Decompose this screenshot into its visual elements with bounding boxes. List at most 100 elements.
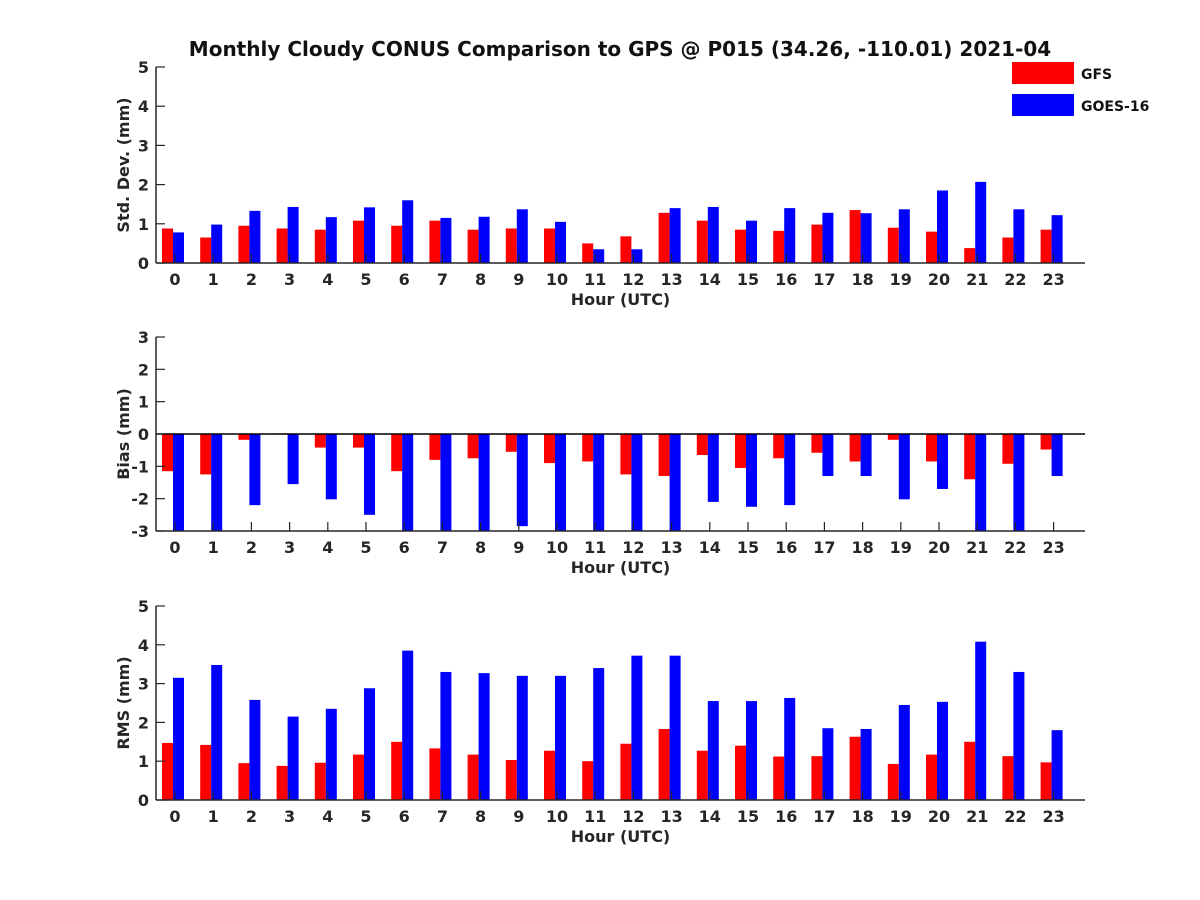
bias-bar-goes16-16 bbox=[784, 434, 796, 506]
rms-bar-gfs-0 bbox=[162, 742, 173, 800]
bias-bar-gfs-22 bbox=[1002, 434, 1014, 464]
bias-x-tick-label: 16 bbox=[775, 538, 797, 557]
stddev-x-tick-label: 10 bbox=[546, 270, 568, 289]
rms-bar-gfs-1 bbox=[200, 744, 212, 800]
bias-bar-gfs-15 bbox=[735, 434, 746, 468]
stddev-bar-goes16-9 bbox=[516, 209, 528, 263]
bias-bar-gfs-16 bbox=[773, 434, 785, 459]
bias-y-tick-label: 3 bbox=[138, 328, 149, 347]
rms-x-axis-label: Hour (UTC) bbox=[571, 827, 671, 846]
bias-bar-gfs-17 bbox=[811, 434, 823, 453]
bias-x-tick-label: 7 bbox=[437, 538, 448, 557]
stddev-x-tick-label: 1 bbox=[208, 270, 219, 289]
bias-bar-gfs-23 bbox=[1040, 434, 1052, 450]
stddev-y-tick-label: 3 bbox=[138, 136, 149, 155]
rms-bar-goes16-21 bbox=[975, 641, 987, 800]
bias-y-tick-label: 2 bbox=[138, 360, 149, 379]
stddev-bar-goes16-12 bbox=[631, 249, 643, 263]
rms-x-tick-label: 11 bbox=[584, 807, 606, 826]
bias-bar-gfs-21 bbox=[964, 434, 976, 480]
bias-bar-gfs-18 bbox=[849, 434, 861, 462]
stddev-x-tick-label: 8 bbox=[475, 270, 486, 289]
bias-x-tick-label: 5 bbox=[360, 538, 371, 557]
bias-bar-goes16-10 bbox=[555, 434, 566, 531]
rms-bar-gfs-17 bbox=[811, 756, 823, 800]
rms-bar-gfs-21 bbox=[964, 741, 976, 800]
rms-bar-goes16-1 bbox=[211, 664, 223, 800]
rms-x-tick-label: 16 bbox=[775, 807, 797, 826]
stddev-bar-goes16-23 bbox=[1051, 215, 1063, 263]
rms-y-tick-label: 4 bbox=[138, 636, 149, 655]
stddev-bar-gfs-3 bbox=[276, 228, 288, 263]
stddev-bar-goes16-0 bbox=[173, 232, 184, 263]
bias-bar-goes16-7 bbox=[440, 434, 452, 531]
rms-x-tick-label: 2 bbox=[246, 807, 257, 826]
bias-x-tick-label: 14 bbox=[699, 538, 721, 557]
stddev-x-tick-label: 0 bbox=[169, 270, 180, 289]
bias-bar-goes16-15 bbox=[746, 434, 757, 507]
bias-x-tick-label: 13 bbox=[660, 538, 682, 557]
stddev-bar-gfs-5 bbox=[353, 220, 364, 263]
rms-y-tick-label: 2 bbox=[138, 713, 149, 732]
bias-bar-gfs-10 bbox=[544, 434, 555, 464]
rms-bar-goes16-12 bbox=[631, 655, 643, 800]
stddev-bar-gfs-4 bbox=[314, 229, 326, 263]
stddev-x-tick-label: 5 bbox=[360, 270, 371, 289]
rms-bar-goes16-3 bbox=[287, 716, 299, 800]
stddev-y-tick-label: 2 bbox=[138, 176, 149, 195]
rms-bar-gfs-3 bbox=[276, 765, 288, 800]
bias-bar-goes16-2 bbox=[249, 434, 261, 506]
rms-x-tick-label: 13 bbox=[660, 807, 682, 826]
bias-bar-gfs-1 bbox=[200, 434, 212, 475]
legend-label-goes16: GOES-16 bbox=[1081, 99, 1149, 115]
rms-x-tick-label: 15 bbox=[737, 807, 759, 826]
stddev-y-tick-label: 1 bbox=[138, 215, 149, 234]
bias-bar-goes16-18 bbox=[860, 434, 872, 477]
stddev-y-axis-label: Std. Dev. (mm) bbox=[114, 97, 133, 232]
bias-bar-goes16-21 bbox=[975, 434, 987, 531]
bias-x-tick-label: 6 bbox=[399, 538, 410, 557]
stddev-bar-gfs-6 bbox=[391, 225, 403, 263]
rms-bar-goes16-2 bbox=[249, 699, 261, 800]
stddev-bar-gfs-2 bbox=[238, 225, 250, 263]
legend: GFS GOES-16 bbox=[1012, 62, 1149, 116]
stddev-bar-gfs-7 bbox=[429, 220, 441, 263]
stddev-bar-gfs-19 bbox=[887, 227, 899, 263]
rms-bar-goes16-0 bbox=[173, 677, 184, 800]
rms-x-tick-label: 23 bbox=[1042, 807, 1064, 826]
bias-x-tick-label: 4 bbox=[322, 538, 333, 557]
bias-bar-goes16-0 bbox=[173, 434, 184, 531]
rms-x-tick-label: 18 bbox=[851, 807, 873, 826]
bias-bar-gfs-11 bbox=[582, 434, 594, 462]
rms-y-axis-label: RMS (mm) bbox=[114, 656, 133, 749]
rms-bar-goes16-23 bbox=[1051, 730, 1063, 800]
stddev-bar-goes16-5 bbox=[364, 207, 375, 263]
stddev-x-tick-label: 18 bbox=[851, 270, 873, 289]
rms-bar-gfs-18 bbox=[849, 736, 861, 800]
rms-x-tick-label: 1 bbox=[208, 807, 219, 826]
bias-bar-goes16-9 bbox=[516, 434, 528, 527]
rms-x-tick-label: 10 bbox=[546, 807, 568, 826]
rms-bar-goes16-8 bbox=[478, 673, 490, 800]
bias-bar-goes16-12 bbox=[631, 434, 643, 531]
stddev-bar-goes16-3 bbox=[287, 206, 299, 263]
stddev-y-tick-label: 0 bbox=[138, 254, 149, 273]
rms-bar-gfs-2 bbox=[238, 763, 250, 800]
rms-x-tick-label: 3 bbox=[284, 807, 295, 826]
bias-bar-gfs-19 bbox=[887, 434, 899, 440]
stddev-bar-goes16-7 bbox=[440, 217, 452, 263]
rms-bar-goes16-6 bbox=[402, 650, 414, 800]
stddev-bar-goes16-1 bbox=[211, 224, 223, 263]
rms-bar-goes16-16 bbox=[784, 697, 796, 800]
rms-x-tick-label: 20 bbox=[928, 807, 950, 826]
bias-y-tick-label: -3 bbox=[131, 522, 149, 541]
rms-bar-gfs-5 bbox=[353, 754, 364, 800]
bias-x-tick-label: 1 bbox=[208, 538, 219, 557]
bias-bar-goes16-1 bbox=[211, 434, 223, 531]
bias-bar-gfs-14 bbox=[696, 434, 708, 456]
stddev-x-tick-label: 22 bbox=[1004, 270, 1026, 289]
stddev-bar-gfs-22 bbox=[1002, 237, 1014, 263]
rms-bar-goes16-11 bbox=[593, 668, 605, 800]
